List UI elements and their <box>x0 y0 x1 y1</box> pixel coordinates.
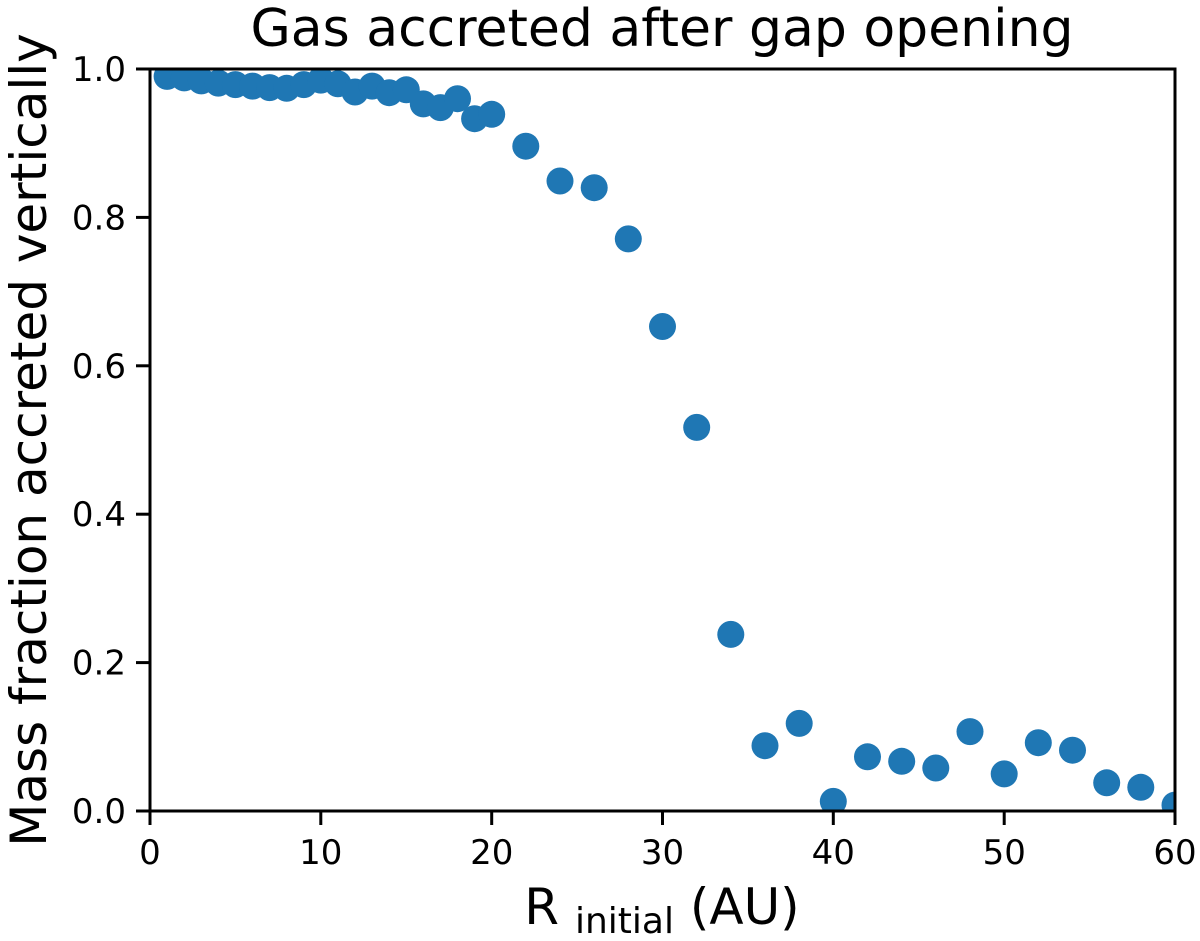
data-point <box>478 100 506 128</box>
data-point <box>1024 729 1052 757</box>
data-point <box>649 313 676 340</box>
data-point <box>683 413 711 441</box>
chart-title: Gas accreted after gap opening <box>250 0 1073 59</box>
x-axis-label-main: R <box>524 878 559 936</box>
y-tick-label: 0.8 <box>72 198 126 238</box>
data-point <box>922 754 950 782</box>
y-tick-label: 0.0 <box>72 792 126 832</box>
y-tick-label: 0.6 <box>72 347 126 387</box>
x-tick-label: 30 <box>641 833 684 873</box>
x-axis-label-subscript: initial <box>575 901 674 941</box>
x-tick-label: 20 <box>470 833 513 873</box>
data-point <box>990 760 1018 788</box>
x-axis-label: R initial (AU) <box>524 878 799 941</box>
y-axis-label: Mass fraction accreted vertically <box>0 33 58 846</box>
data-point <box>1127 773 1155 801</box>
y-tick-label: 1.0 <box>72 50 126 90</box>
x-tick-label: 0 <box>139 833 161 873</box>
x-axis-ticks: 0 10 20 30 40 50 60 <box>139 811 1197 873</box>
data-point <box>956 718 984 746</box>
data-point <box>512 132 540 160</box>
y-tick-label: 0.2 <box>72 644 126 684</box>
data-points-layer <box>153 69 1175 811</box>
data-point <box>614 225 642 253</box>
data-point <box>1161 791 1175 811</box>
data-point <box>717 620 745 648</box>
data-point <box>854 743 881 771</box>
data-point <box>1059 736 1086 764</box>
data-point <box>819 787 847 811</box>
data-point <box>1093 769 1121 797</box>
data-point <box>785 709 813 737</box>
data-point <box>751 732 779 760</box>
data-point <box>546 167 574 195</box>
data-point <box>444 85 471 113</box>
x-tick-label: 60 <box>1153 833 1196 873</box>
y-tick-label: 0.4 <box>72 495 126 535</box>
data-point <box>580 174 608 202</box>
x-tick-label: 40 <box>812 833 855 873</box>
x-tick-label: 10 <box>299 833 342 873</box>
data-point <box>888 747 916 775</box>
y-axis-ticks: 0.0 0.2 0.4 0.6 0.8 1.0 <box>72 50 150 832</box>
plot-border <box>148 67 1177 813</box>
x-tick-label: 50 <box>983 833 1026 873</box>
x-axis-label-unit: (AU) <box>690 878 800 936</box>
